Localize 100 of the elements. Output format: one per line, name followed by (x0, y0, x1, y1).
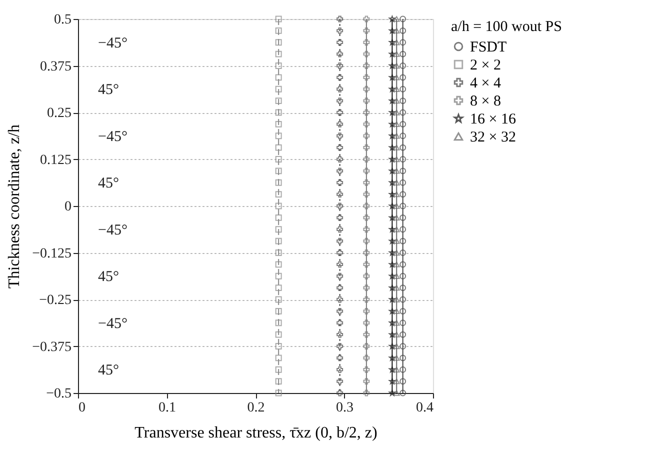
point (336, 366, 344, 373)
point (363, 62, 370, 69)
point (393, 62, 400, 69)
legend-label: 4 × 4 (470, 76, 502, 92)
point (363, 320, 370, 326)
y-tick-label: 0.375 (40, 59, 72, 74)
point (393, 320, 400, 326)
point (363, 308, 370, 314)
point (336, 202, 344, 210)
point (393, 343, 400, 350)
point (336, 62, 344, 69)
point (275, 179, 282, 186)
point (400, 238, 406, 244)
point (275, 109, 282, 116)
point (393, 191, 400, 198)
point (275, 74, 282, 81)
legend-label: FSDT (470, 40, 507, 56)
point (363, 226, 370, 233)
legend-label: 8 × 8 (470, 94, 501, 110)
point (393, 156, 400, 162)
point (275, 250, 282, 256)
point (363, 214, 370, 221)
point (400, 27, 406, 34)
point (336, 39, 344, 46)
point (393, 262, 400, 268)
y-tick-label: 0.125 (40, 152, 72, 168)
annotation: 45° (98, 269, 119, 286)
point (363, 120, 370, 128)
point (363, 366, 370, 373)
point (336, 378, 344, 385)
point (275, 320, 282, 326)
x-tick-label: 0.1 (158, 400, 176, 416)
point (275, 296, 282, 303)
point (400, 191, 406, 198)
point (393, 133, 400, 139)
point (275, 86, 282, 92)
point (400, 98, 406, 104)
annotation: 45° (98, 82, 119, 98)
point (363, 27, 370, 34)
point (336, 120, 344, 128)
point (336, 27, 344, 34)
point (363, 16, 370, 22)
point (388, 109, 396, 116)
annotation: −45° (98, 128, 128, 145)
point (388, 261, 396, 268)
point (393, 390, 400, 396)
point (393, 16, 400, 22)
point (393, 110, 400, 116)
point (275, 214, 282, 221)
point (363, 354, 370, 362)
point (388, 50, 396, 58)
point (336, 16, 344, 22)
annotation: 45° (98, 176, 119, 192)
point (363, 191, 370, 198)
point (393, 51, 400, 57)
point (388, 120, 396, 128)
point (400, 214, 406, 221)
point (275, 366, 282, 373)
point (393, 214, 400, 221)
point (393, 250, 400, 256)
legend-label: 2 × 2 (470, 58, 501, 74)
point (400, 250, 406, 256)
point (336, 331, 344, 338)
point (400, 109, 406, 116)
point (400, 62, 406, 69)
point (363, 378, 370, 385)
point (388, 86, 396, 92)
point (363, 238, 370, 244)
point (393, 366, 400, 372)
legend-title: a/h = 100 wout PS (451, 19, 562, 35)
point (393, 121, 400, 128)
point (400, 120, 406, 128)
point (400, 50, 406, 58)
point (393, 144, 400, 150)
point (400, 261, 406, 268)
point (400, 132, 406, 140)
annotation: −45° (98, 35, 128, 52)
point (388, 214, 396, 221)
legend-label: 16 × 16 (470, 112, 516, 128)
point (363, 284, 370, 292)
point (400, 354, 406, 362)
point (400, 366, 406, 373)
point (388, 308, 396, 314)
point (388, 156, 396, 162)
point (388, 144, 396, 151)
point (275, 343, 282, 350)
x-tick-label: 0.4 (416, 400, 434, 416)
y-tick-label: −0.25 (39, 293, 72, 308)
point (393, 355, 400, 361)
point (336, 144, 344, 151)
point (388, 191, 396, 198)
point (393, 180, 400, 186)
point (363, 390, 370, 396)
y-tick-label: −0.5 (46, 386, 72, 402)
point (393, 28, 400, 34)
point (393, 168, 400, 174)
point (400, 320, 406, 326)
point (400, 284, 406, 292)
point (388, 27, 396, 34)
point (400, 39, 406, 46)
